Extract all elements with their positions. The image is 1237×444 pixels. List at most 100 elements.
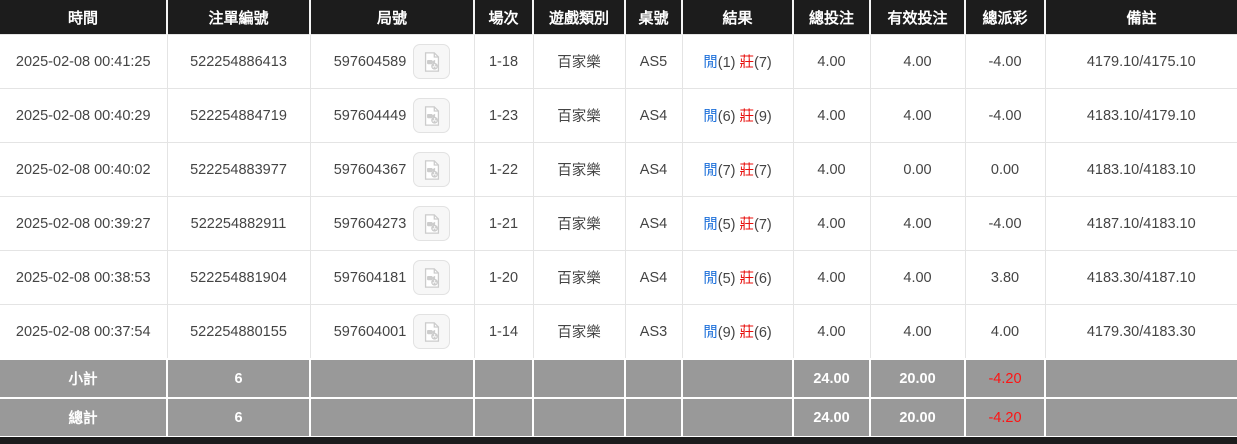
table-row: 2025-02-08 00:37:54 522254880155 597604001… bbox=[0, 304, 1237, 359]
cell-valid_bet: 4.00 bbox=[869, 88, 965, 143]
total-cell-time: 總計 bbox=[0, 397, 167, 436]
result-banker-value: (6) bbox=[754, 271, 772, 287]
table-body: 2025-02-08 00:41:25 522254886413 597604589… bbox=[0, 34, 1237, 359]
column-header-total_payout: 總派彩 bbox=[964, 0, 1045, 35]
cell-total_payout: -4.00 bbox=[964, 196, 1045, 251]
result-banker-value: (9) bbox=[754, 109, 772, 125]
table-summary: 小計 6 24.00 20.00 -4.20 總計 6 24.00 20.00 -4.20 bbox=[0, 358, 1237, 436]
total-cell-result bbox=[681, 397, 793, 436]
cell-total_bet: 4.00 bbox=[792, 250, 870, 305]
result-banker-value: (6) bbox=[754, 325, 772, 341]
cell-session: 1-14 bbox=[473, 304, 533, 359]
subtotal-row: 小計 6 24.00 20.00 -4.20 bbox=[0, 358, 1237, 398]
cell-time: 2025-02-08 00:39:27 bbox=[0, 196, 167, 251]
round-id-text: 597604367 bbox=[333, 161, 407, 178]
result-player-value: (7) bbox=[717, 163, 736, 179]
cell-time: 2025-02-08 00:37:54 bbox=[0, 304, 167, 359]
cell-time: 2025-02-08 00:38:53 bbox=[0, 250, 167, 305]
result-banker-value: (7) bbox=[754, 163, 772, 179]
result-banker-label: 莊 bbox=[739, 325, 755, 341]
video-replay-button[interactable] bbox=[413, 152, 451, 187]
cell-table_no: AS5 bbox=[624, 34, 682, 89]
cell-round_id: 597604273 bbox=[309, 196, 474, 251]
round-id-text: 597604181 bbox=[333, 269, 407, 286]
video-replay-button[interactable] bbox=[413, 314, 451, 349]
column-header-bet_id: 注單編號 bbox=[166, 0, 310, 35]
cell-valid_bet: 4.00 bbox=[869, 196, 965, 251]
total-cell-bet_id: 6 bbox=[166, 397, 310, 436]
cell-valid_bet: 4.00 bbox=[869, 250, 965, 305]
table-header-row: 時間 注單編號 局號 場次 遊戲類別 桌號 結果 總投注 有效投注 總派彩 備註 bbox=[0, 0, 1237, 35]
table-row: 2025-02-08 00:41:25 522254886413 597604589… bbox=[0, 34, 1237, 89]
subtotal-cell-round_id bbox=[309, 358, 474, 398]
subtotal-cell-bet_id: 6 bbox=[166, 358, 310, 398]
cell-round_id: 597604181 bbox=[309, 250, 474, 305]
subtotal-cell-total_payout: -4.20 bbox=[964, 358, 1045, 398]
cell-remark: 4183.10/4183.10 bbox=[1044, 142, 1237, 197]
result-banker-label: 莊 bbox=[739, 271, 755, 287]
round-id-text: 597604273 bbox=[333, 215, 407, 232]
cell-bet_id: 522254886413 bbox=[166, 34, 310, 89]
result-player-value: (1) bbox=[717, 55, 736, 71]
cell-game_type: 百家樂 bbox=[532, 34, 625, 89]
round-id-text: 597604001 bbox=[333, 323, 407, 340]
cell-result: 閒(9) 莊(6) bbox=[681, 304, 793, 359]
cell-result: 閒(5) 莊(7) bbox=[681, 196, 793, 251]
result-banker-label: 莊 bbox=[739, 163, 755, 179]
subtotal-cell-game_type bbox=[532, 358, 625, 398]
result-player-label: 閒 bbox=[703, 325, 718, 341]
cell-bet_id: 522254880155 bbox=[166, 304, 310, 359]
cell-time: 2025-02-08 00:41:25 bbox=[0, 34, 167, 89]
cell-valid_bet: 0.00 bbox=[869, 142, 965, 197]
subtotal-cell-valid_bet: 20.00 bbox=[869, 358, 965, 398]
video-file-icon bbox=[424, 51, 439, 72]
cell-total_bet: 4.00 bbox=[792, 142, 870, 197]
video-replay-button[interactable] bbox=[413, 44, 451, 79]
result-player-label: 閒 bbox=[703, 217, 718, 233]
result-banker-label: 莊 bbox=[739, 109, 755, 125]
cell-table_no: AS4 bbox=[624, 250, 682, 305]
cell-game_type: 百家樂 bbox=[532, 142, 625, 197]
cell-total_payout: -4.00 bbox=[964, 88, 1045, 143]
result-banker-label: 莊 bbox=[739, 217, 755, 233]
total-cell-table_no bbox=[624, 397, 682, 436]
bottom-bar bbox=[0, 437, 1237, 444]
total-cell-remark bbox=[1044, 397, 1237, 436]
cell-game_type: 百家樂 bbox=[532, 88, 625, 143]
result-player-value: (9) bbox=[717, 325, 736, 341]
cell-session: 1-21 bbox=[473, 196, 533, 251]
column-header-total_bet: 總投注 bbox=[792, 0, 870, 35]
video-file-icon bbox=[424, 159, 439, 180]
cell-total_payout: -4.00 bbox=[964, 34, 1045, 89]
subtotal-cell-session bbox=[473, 358, 533, 398]
cell-round_id: 597604589 bbox=[309, 34, 474, 89]
video-file-icon bbox=[424, 321, 439, 342]
subtotal-cell-remark bbox=[1044, 358, 1237, 398]
result-banker-value: (7) bbox=[754, 55, 772, 71]
result-player-value: (5) bbox=[717, 217, 736, 233]
cell-total_payout: 4.00 bbox=[964, 304, 1045, 359]
table-row: 2025-02-08 00:40:02 522254883977 597604367… bbox=[0, 142, 1237, 197]
video-file-icon bbox=[424, 267, 439, 288]
cell-session: 1-20 bbox=[473, 250, 533, 305]
cell-remark: 4179.30/4183.30 bbox=[1044, 304, 1237, 359]
cell-game_type: 百家樂 bbox=[532, 304, 625, 359]
total-cell-total_bet: 24.00 bbox=[792, 397, 870, 436]
cell-game_type: 百家樂 bbox=[532, 196, 625, 251]
result-player-value: (6) bbox=[717, 109, 736, 125]
column-header-result: 結果 bbox=[681, 0, 793, 35]
cell-remark: 4179.10/4175.10 bbox=[1044, 34, 1237, 89]
video-replay-button[interactable] bbox=[413, 98, 451, 133]
round-id-text: 597604449 bbox=[333, 107, 407, 124]
column-header-session: 場次 bbox=[473, 0, 533, 35]
subtotal-cell-table_no bbox=[624, 358, 682, 398]
cell-bet_id: 522254882911 bbox=[166, 196, 310, 251]
cell-round_id: 597604449 bbox=[309, 88, 474, 143]
cell-remark: 4187.10/4183.10 bbox=[1044, 196, 1237, 251]
table-row: 2025-02-08 00:39:27 522254882911 597604273… bbox=[0, 196, 1237, 251]
column-header-game_type: 遊戲類別 bbox=[532, 0, 625, 35]
subtotal-cell-result bbox=[681, 358, 793, 398]
video-replay-button[interactable] bbox=[413, 260, 451, 295]
video-replay-button[interactable] bbox=[413, 206, 451, 241]
cell-bet_id: 522254883977 bbox=[166, 142, 310, 197]
